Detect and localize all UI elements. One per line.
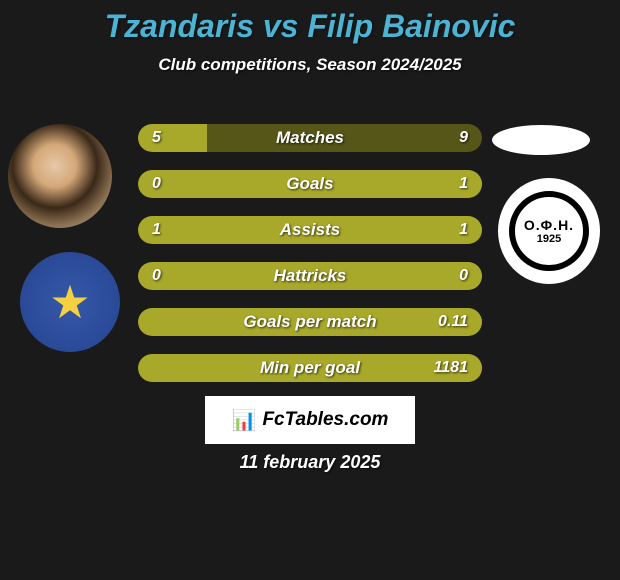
- bar-label: Hattricks: [138, 262, 482, 290]
- bar-row: Min per goal1181: [138, 354, 482, 382]
- page-subtitle: Club competitions, Season 2024/2025: [0, 55, 620, 75]
- bar-value-right: 1: [459, 170, 468, 198]
- club-right-text: Ο.Φ.Η.: [524, 217, 574, 233]
- player-right-avatar: [492, 125, 590, 155]
- club-right-badge: Ο.Φ.Η. 1925: [498, 178, 600, 284]
- brand-label: FcTables.com: [262, 409, 388, 431]
- club-left-badge: ★: [20, 252, 120, 352]
- bar-value-right: 1181: [434, 354, 468, 382]
- bar-label: Matches: [138, 124, 482, 152]
- bar-value-left: 0: [152, 170, 161, 198]
- comparison-infographic: Tzandaris vs Filip Bainovic Club competi…: [0, 0, 620, 580]
- bar-label: Goals: [138, 170, 482, 198]
- page-title: Tzandaris vs Filip Bainovic: [0, 0, 620, 45]
- bar-value-right: 0: [459, 262, 468, 290]
- bar-row: Matches5 9: [138, 124, 482, 152]
- bar-value-left: 5: [152, 124, 161, 152]
- bar-value-right: 1: [459, 216, 468, 244]
- bar-row: Assists1 1: [138, 216, 482, 244]
- bar-label: Assists: [138, 216, 482, 244]
- brand-box: 📊 FcTables.com: [205, 396, 415, 444]
- bar-row: Goals per match0.11: [138, 308, 482, 336]
- bar-value-right: 9: [459, 124, 468, 152]
- bar-value-left: 1: [152, 216, 161, 244]
- player-left-avatar: [8, 124, 112, 228]
- bar-label: Goals per match: [138, 308, 482, 336]
- star-icon: ★: [49, 275, 90, 329]
- club-right-year: 1925: [537, 233, 561, 245]
- bar-row: Goals0 1: [138, 170, 482, 198]
- bar-value-left: 0: [152, 262, 161, 290]
- comparison-bars: Matches59Goals01Assists11Hattricks00Goal…: [138, 124, 482, 400]
- bar-value-right: 0.11: [438, 308, 468, 336]
- bar-row: Hattricks0 0: [138, 262, 482, 290]
- chart-icon: 📊: [232, 408, 257, 433]
- date-label: 11 february 2025: [0, 452, 620, 473]
- bar-label: Min per goal: [138, 354, 482, 382]
- club-right-inner: Ο.Φ.Η. 1925: [509, 191, 589, 271]
